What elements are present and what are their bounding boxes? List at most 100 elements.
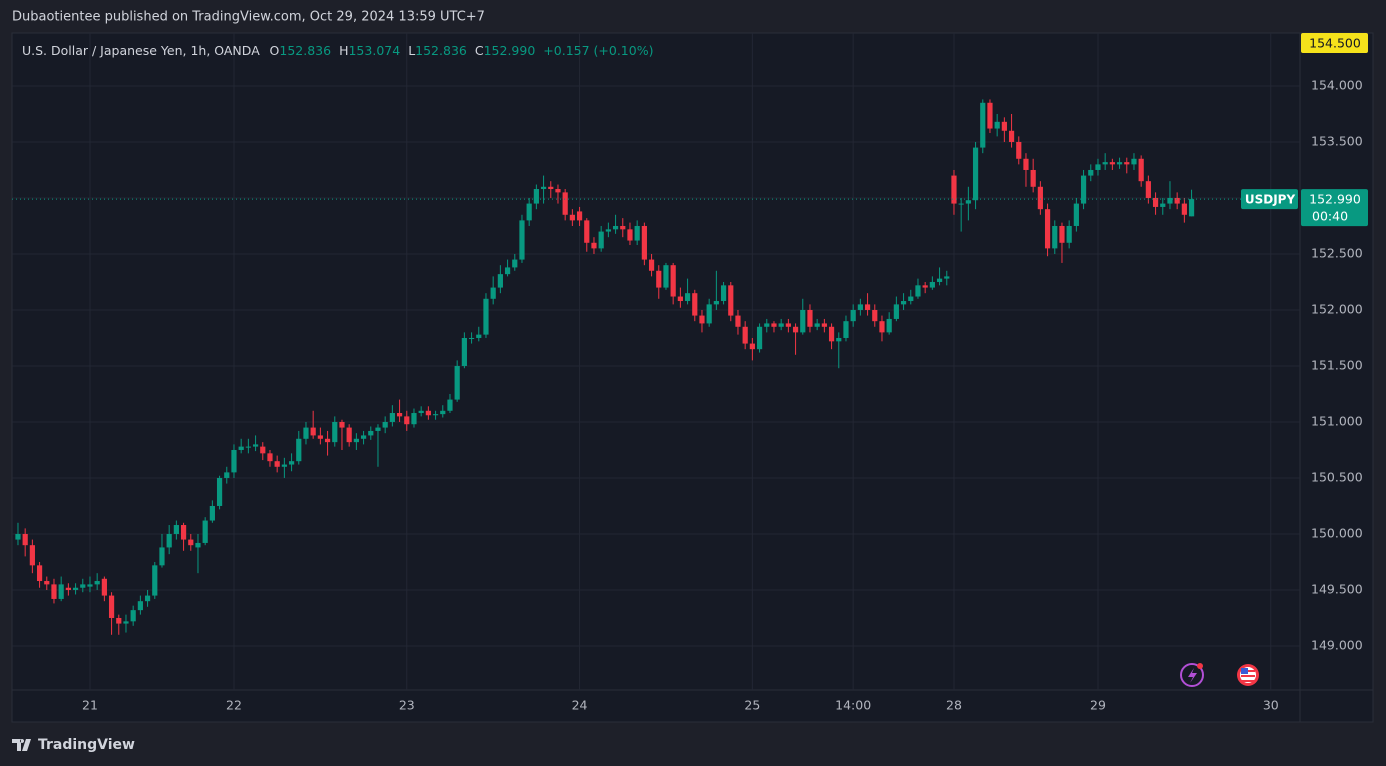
candle-body	[1001, 121, 1007, 131]
candle-body	[231, 449, 237, 473]
candle-body	[339, 421, 345, 428]
price-badge	[1301, 189, 1368, 227]
y-tick-label: 151.000	[1311, 413, 1363, 428]
candle-body	[821, 323, 827, 327]
candle-body	[814, 323, 820, 327]
candle-body	[800, 309, 806, 333]
candle-body	[540, 186, 547, 190]
candle-body	[828, 326, 835, 342]
symbol-badge	[1241, 189, 1298, 210]
candle-body	[353, 438, 359, 443]
y-tick-label: 152.500	[1311, 245, 1363, 260]
candle-body	[836, 337, 842, 342]
candle-body	[850, 309, 856, 322]
candle-body	[699, 315, 705, 324]
candle-body	[512, 259, 518, 268]
countdown-label: 00:40	[1312, 209, 1348, 224]
candle-body	[425, 410, 431, 416]
candle-body	[1145, 181, 1151, 198]
candle-body	[461, 337, 467, 366]
candle-body	[648, 259, 655, 271]
candle-body	[382, 421, 388, 428]
y-tick-label: 150.000	[1311, 525, 1363, 540]
candle-body	[612, 225, 619, 230]
candle-body	[418, 410, 424, 414]
candle-body	[749, 343, 755, 350]
candle-body	[51, 584, 57, 599]
candle-body	[576, 211, 583, 221]
candle-body	[72, 587, 79, 590]
x-tick-label: 28	[946, 698, 962, 713]
candle-body	[605, 229, 611, 232]
y-tick-label: 151.500	[1311, 357, 1363, 372]
legend-key: O	[270, 43, 280, 58]
candle-body	[80, 584, 86, 588]
candle-body	[166, 533, 172, 548]
chart-pane	[11, 32, 1374, 723]
candle-body	[447, 399, 453, 411]
candle-body	[87, 584, 93, 587]
candle-body	[130, 610, 136, 622]
candle-body	[144, 595, 151, 602]
lightning-icon[interactable]	[1180, 663, 1204, 687]
candle-body	[742, 326, 748, 344]
candle-body	[562, 192, 568, 215]
candle-body	[224, 472, 230, 478]
candle-body	[728, 285, 734, 316]
x-tick-label: 14:00	[835, 698, 871, 713]
candle-body	[389, 413, 395, 422]
candle-body	[497, 274, 503, 288]
candle-body	[1152, 197, 1159, 207]
candle-body	[857, 304, 863, 310]
us-flag-icon[interactable]	[1237, 664, 1259, 686]
symbol-label: USDJPY	[1245, 193, 1296, 207]
candle-body	[159, 547, 165, 566]
candle-body	[908, 296, 914, 302]
candle-body	[627, 229, 633, 241]
candle-body	[346, 427, 352, 443]
candle-body	[692, 293, 698, 316]
candle-body	[987, 102, 993, 129]
candle-body	[324, 438, 331, 443]
candle-body	[281, 464, 287, 467]
alert-label: 154.500	[1309, 36, 1361, 51]
candle-body	[792, 326, 799, 333]
candle-body	[1052, 225, 1058, 249]
y-tick-label: 149.500	[1311, 581, 1363, 596]
candle-body	[994, 121, 1000, 129]
candle-body	[915, 285, 921, 297]
candle-body	[29, 545, 35, 566]
candle-body	[216, 477, 223, 506]
candle-body	[677, 296, 683, 302]
candle-body	[965, 200, 971, 204]
candle-body	[620, 225, 626, 230]
candle-body	[267, 453, 273, 462]
candle-body	[245, 446, 251, 448]
candle-body	[432, 414, 439, 416]
candle-body	[778, 323, 784, 327]
x-tick-label: 22	[226, 698, 242, 713]
candle-body	[951, 175, 957, 204]
attribution: Dubaotientee published on TradingView.co…	[12, 10, 485, 25]
x-tick-label: 24	[572, 698, 588, 713]
legend-key: L	[408, 43, 415, 58]
candle-body	[663, 265, 669, 288]
candle-body	[504, 267, 511, 275]
candle-body	[519, 220, 525, 260]
candle-body	[944, 276, 950, 279]
candle-body	[555, 189, 561, 193]
candle-body	[1080, 175, 1087, 204]
candle-body	[1174, 197, 1180, 204]
y-tick-label: 152.000	[1311, 301, 1363, 316]
brand-logo	[12, 739, 31, 751]
candle-body	[260, 446, 266, 454]
candle-body	[274, 461, 280, 467]
candle-body	[764, 323, 770, 327]
candle-body	[548, 186, 554, 190]
candle-body	[656, 270, 662, 288]
candle-body	[872, 309, 878, 322]
x-tick-label: 23	[399, 698, 415, 713]
candle-body	[180, 525, 187, 540]
